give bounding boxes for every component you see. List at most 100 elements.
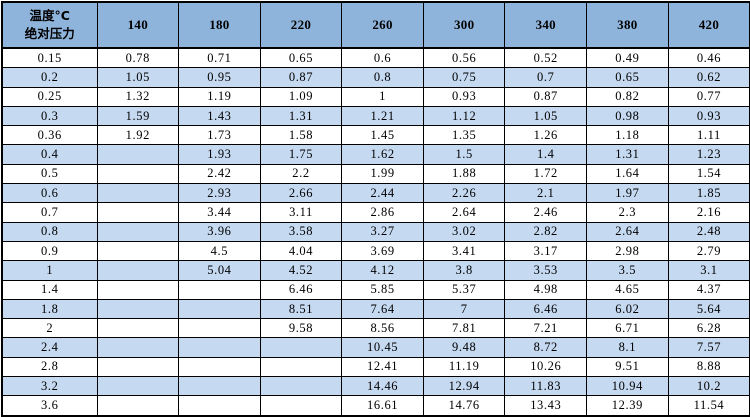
data-cell: 3.8 [423,261,505,280]
data-cell: 0.93 [668,106,750,125]
data-cell: 0.93 [423,87,505,106]
table-row: 0.150.780.710.650.60.560.520.490.460.44 [2,48,750,68]
row-label-cell: 0.8 [2,222,97,241]
row-label-cell: 2.4 [2,338,97,357]
data-cell: 1.99 [342,164,424,183]
data-cell: 3.1 [668,261,750,280]
table-header: 温度°C 绝对压力 140 180 220 260 300 340 380 42… [2,2,750,48]
data-cell: 0.52 [505,48,587,68]
table-row: 29.588.567.817.216.716.285.91 [2,319,750,338]
data-cell: 3.27 [342,222,424,241]
data-cell [179,319,261,338]
data-cell: 8.56 [342,319,424,338]
data-cell: 6.46 [260,280,342,299]
data-cell: 2.79 [668,241,750,260]
data-cell: 4.12 [342,261,424,280]
data-cell: 1.59 [97,106,179,125]
data-cell: 3.58 [260,222,342,241]
data-cell: 1.19 [179,87,261,106]
data-cell: 3.53 [505,261,587,280]
row-label-cell: 0.4 [2,145,97,164]
data-cell: 1.32 [97,87,179,106]
table-row: 15.044.524.123.83.533.53.12.93 [2,261,750,280]
column-header-260: 260 [342,2,424,48]
data-cell: 5.85 [342,280,424,299]
data-cell: 6.71 [587,319,669,338]
data-cell: 11.19 [423,357,505,376]
data-cell [97,299,179,318]
table-row: 0.52.422.21.991.881.721.641.541.46 [2,164,750,183]
data-cell [97,377,179,396]
data-cell: 12.94 [423,377,505,396]
data-cell: 1.09 [260,87,342,106]
column-header-420: 420 [668,2,750,48]
data-cell: 7.21 [505,319,587,338]
data-cell: 4.37 [668,280,750,299]
data-cell: 0.56 [423,48,505,68]
data-cell: 9.58 [260,319,342,338]
data-cell [260,338,342,357]
data-cell: 3.69 [342,241,424,260]
data-cell: 1.54 [668,164,750,183]
data-cell: 2.98 [587,241,669,260]
table-row: 0.361.921.731.581.451.351.261.181.111.05 [2,126,750,145]
data-cell: 0.7 [505,68,587,87]
table-row: 0.31.591.431.311.211.121.050.980.930.87 [2,106,750,125]
data-cell: 1 [342,87,424,106]
data-cell: 3.02 [423,222,505,241]
data-cell: 10.94 [587,377,669,396]
data-cell: 0.62 [668,68,750,87]
data-cell: 9.51 [587,357,669,376]
data-cell: 1.43 [179,106,261,125]
data-cell: 0.87 [505,87,587,106]
data-cell: 3.96 [179,222,261,241]
row-label-cell: 3.2 [2,377,97,396]
row-label-cell: 1 [2,261,97,280]
data-cell: 0.65 [587,68,669,87]
table-row: 1.46.465.855.374.984.654.374.05 [2,280,750,299]
data-cell: 4.04 [260,241,342,260]
data-cell [179,357,261,376]
column-header-180: 180 [179,2,261,48]
data-cell [97,280,179,299]
data-cell: 2.66 [260,184,342,203]
data-cell: 11.83 [505,377,587,396]
data-cell: 6.46 [505,299,587,318]
data-cell: 7 [423,299,505,318]
row-label-cell: 0.5 [2,164,97,183]
data-cell: 1.26 [505,126,587,145]
data-cell [97,261,179,280]
data-cell: 14.46 [342,377,424,396]
data-cell: 1.92 [97,126,179,145]
data-cell: 1.62 [342,145,424,164]
data-cell: 2.82 [505,222,587,241]
data-cell [97,241,179,260]
data-cell: 2.64 [423,203,505,222]
data-cell: 1.85 [668,184,750,203]
data-cell: 0.75 [423,68,505,87]
data-cell: 0.87 [260,68,342,87]
row-label-cell: 0.9 [2,241,97,260]
data-cell: 0.65 [260,48,342,68]
data-cell: 4.5 [179,241,261,260]
row-label-cell: 0.7 [2,203,97,222]
data-cell: 2.42 [179,164,261,183]
data-cell [260,357,342,376]
data-cell: 1.5 [423,145,505,164]
data-cell: 2.3 [587,203,669,222]
data-cell: 3.5 [587,261,669,280]
column-header-300: 300 [423,2,505,48]
data-cell: 0.82 [587,87,669,106]
row-label-cell: 0.3 [2,106,97,125]
data-cell: 1.05 [97,68,179,87]
data-cell: 6.28 [668,319,750,338]
row-label-cell: 0.2 [2,68,97,87]
data-cell: 0.49 [587,48,669,68]
data-cell: 0.6 [342,48,424,68]
data-cell: 2.16 [668,203,750,222]
column-header-220: 220 [260,2,342,48]
column-header-140: 140 [97,2,179,48]
data-cell: 0.8 [342,68,424,87]
row-label-cell: 1.8 [2,299,97,318]
